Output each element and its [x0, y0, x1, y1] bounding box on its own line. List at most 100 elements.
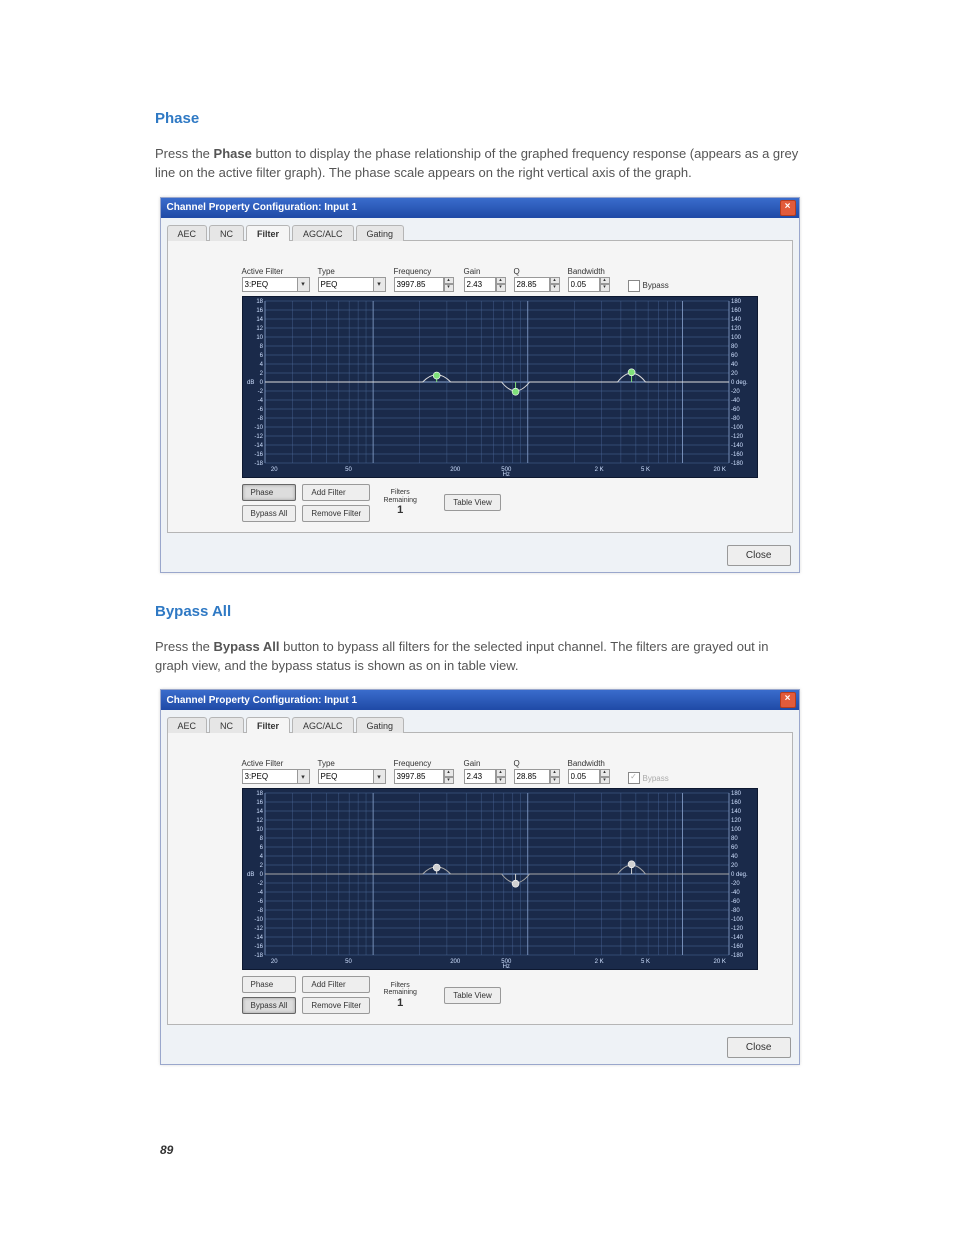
label-frequency: Frequency — [394, 267, 456, 276]
close-icon[interactable]: × — [780, 200, 796, 216]
svg-text:8: 8 — [259, 344, 263, 350]
svg-text:80: 80 — [731, 836, 738, 842]
close-button[interactable]: Close — [727, 1037, 791, 1058]
svg-text:20: 20 — [731, 371, 738, 377]
type-select[interactable] — [318, 277, 374, 292]
add-filter-button[interactable]: Add Filter — [302, 484, 370, 501]
frequency-input[interactable] — [394, 769, 444, 784]
filters-remaining-value: 1 — [376, 997, 424, 1009]
section-paragraph-phase: Press the Phase button to display the ph… — [155, 145, 804, 183]
spinner-icon[interactable]: ▴▾ — [600, 277, 610, 292]
dropdown-icon[interactable]: ▾ — [374, 769, 386, 784]
active-filter-select[interactable] — [242, 769, 298, 784]
filter-graph[interactable]: 181801616014140121201010088066044022000 … — [242, 296, 758, 478]
tab-agcalc[interactable]: AGC/ALC — [292, 717, 354, 733]
svg-text:-120: -120 — [731, 434, 744, 440]
spinner-icon[interactable]: ▴▾ — [550, 769, 560, 784]
titlebar: Channel Property Configuration: Input 1 … — [161, 198, 799, 218]
phase-button[interactable]: Phase — [242, 976, 297, 993]
dropdown-icon[interactable]: ▾ — [298, 769, 310, 784]
svg-text:20 K: 20 K — [713, 467, 725, 473]
dropdown-icon[interactable]: ▾ — [374, 277, 386, 292]
bypass-all-button[interactable]: Bypass All — [242, 505, 297, 522]
svg-text:-8: -8 — [257, 908, 263, 914]
close-button[interactable]: Close — [727, 545, 791, 566]
window: Channel Property Configuration: Input 1 … — [160, 197, 800, 573]
remove-filter-button[interactable]: Remove Filter — [302, 505, 370, 522]
spinner-icon[interactable]: ▴▾ — [496, 277, 506, 292]
label-bypass: Bypass — [643, 281, 669, 290]
frequency-input[interactable] — [394, 277, 444, 292]
svg-text:5 K: 5 K — [640, 467, 649, 473]
svg-text:120: 120 — [731, 818, 742, 824]
table-view-button[interactable]: Table View — [444, 987, 501, 1004]
q-input[interactable] — [514, 769, 550, 784]
q-input[interactable] — [514, 277, 550, 292]
svg-text:12: 12 — [256, 818, 263, 824]
svg-text:-60: -60 — [731, 899, 740, 905]
svg-text:-140: -140 — [731, 935, 744, 941]
filter-graph[interactable]: 181801616014140121201010088066044022000 … — [242, 788, 758, 970]
bypass-checkbox[interactable]: ✓ Bypass — [628, 772, 669, 784]
spinner-icon[interactable]: ▴▾ — [444, 277, 454, 292]
svg-text:180: 180 — [731, 791, 742, 797]
checkbox-icon: ✓ — [628, 772, 640, 784]
window: Channel Property Configuration: Input 1 … — [160, 689, 800, 1065]
label-gain: Gain — [464, 267, 506, 276]
svg-text:0: 0 — [259, 872, 263, 878]
bandwidth-input[interactable] — [568, 277, 600, 292]
svg-text:20: 20 — [731, 863, 738, 869]
page-number: 89 — [160, 1143, 173, 1157]
bypass-all-button[interactable]: Bypass All — [242, 997, 297, 1014]
type-select[interactable] — [318, 769, 374, 784]
spinner-icon[interactable]: ▴▾ — [444, 769, 454, 784]
svg-text:-120: -120 — [731, 926, 744, 932]
svg-text:5 K: 5 K — [640, 959, 649, 965]
table-view-button[interactable]: Table View — [444, 494, 501, 511]
svg-text:2: 2 — [259, 863, 263, 869]
svg-text:-14: -14 — [254, 935, 263, 941]
gain-input[interactable] — [464, 277, 496, 292]
text-pre: Press the — [155, 146, 214, 161]
svg-text:200: 200 — [450, 467, 461, 473]
svg-text:-160: -160 — [731, 452, 744, 458]
svg-text:20: 20 — [270, 959, 277, 965]
svg-text:-18: -18 — [254, 953, 263, 959]
tab-filter[interactable]: Filter — [246, 225, 290, 241]
tab-aec[interactable]: AEC — [167, 717, 208, 733]
svg-text:160: 160 — [731, 308, 742, 314]
tab-strip: AEC NC Filter AGC/ALC Gating — [167, 716, 793, 733]
label-q: Q — [514, 267, 560, 276]
spinner-icon[interactable]: ▴▾ — [550, 277, 560, 292]
tab-nc[interactable]: NC — [209, 717, 244, 733]
bypass-checkbox[interactable]: Bypass — [628, 280, 669, 292]
svg-text:-2: -2 — [257, 881, 263, 887]
tab-agcalc[interactable]: AGC/ALC — [292, 225, 354, 241]
tab-nc[interactable]: NC — [209, 225, 244, 241]
tab-strip: AEC NC Filter AGC/ALC Gating — [167, 224, 793, 241]
svg-text:-6: -6 — [257, 899, 263, 905]
phase-button[interactable]: Phase — [242, 484, 297, 501]
svg-text:-80: -80 — [731, 908, 740, 914]
tab-gating[interactable]: Gating — [356, 225, 405, 241]
close-icon[interactable]: × — [780, 692, 796, 708]
svg-text:200: 200 — [450, 959, 461, 965]
svg-text:dB: dB — [247, 380, 254, 386]
tab-filter[interactable]: Filter — [246, 717, 290, 733]
spinner-icon[interactable]: ▴▾ — [600, 769, 610, 784]
tab-aec[interactable]: AEC — [167, 225, 208, 241]
bandwidth-input[interactable] — [568, 769, 600, 784]
dropdown-icon[interactable]: ▾ — [298, 277, 310, 292]
svg-text:60: 60 — [731, 845, 738, 851]
svg-text:-8: -8 — [257, 416, 263, 422]
spinner-icon[interactable]: ▴▾ — [496, 769, 506, 784]
svg-text:-20: -20 — [731, 389, 740, 395]
active-filter-select[interactable] — [242, 277, 298, 292]
gain-input[interactable] — [464, 769, 496, 784]
label-type: Type — [318, 267, 386, 276]
svg-text:14: 14 — [256, 317, 263, 323]
tab-gating[interactable]: Gating — [356, 717, 405, 733]
add-filter-button[interactable]: Add Filter — [302, 976, 370, 993]
remove-filter-button[interactable]: Remove Filter — [302, 997, 370, 1014]
svg-text:-80: -80 — [731, 416, 740, 422]
